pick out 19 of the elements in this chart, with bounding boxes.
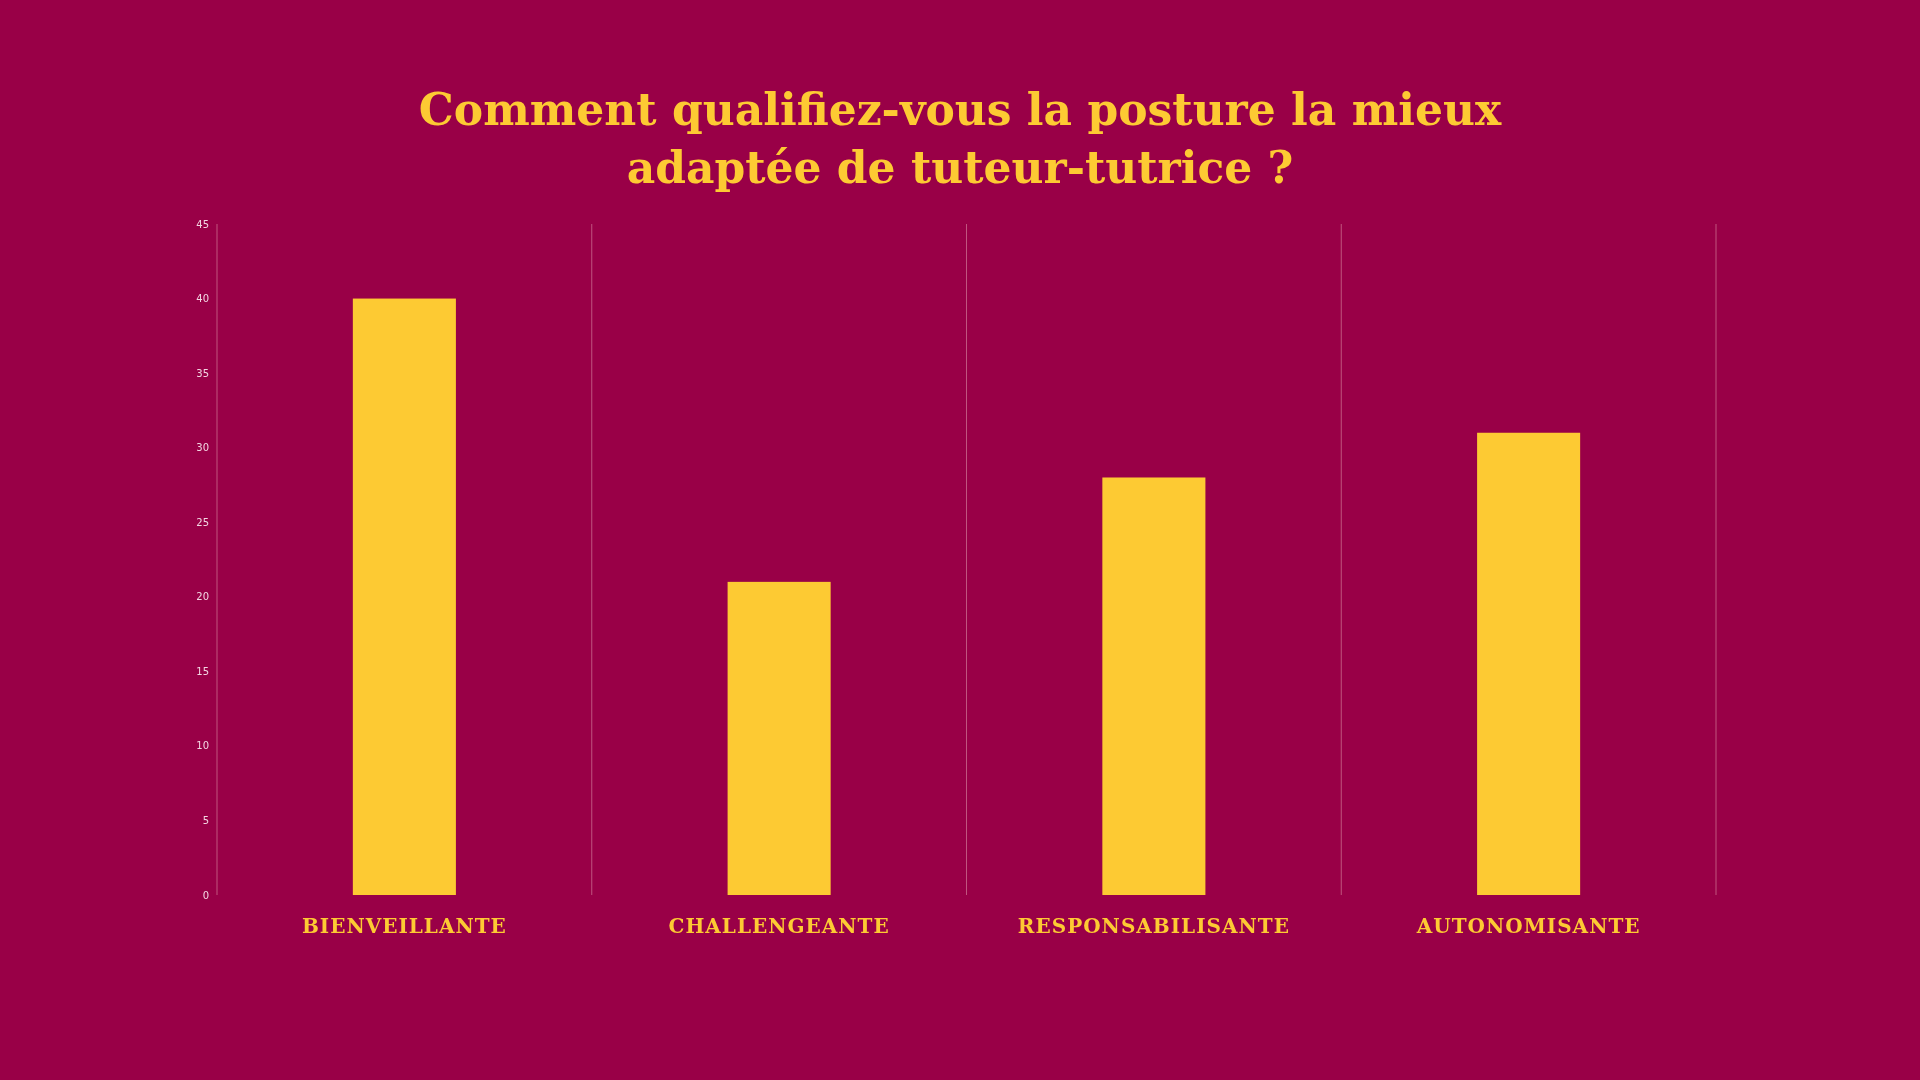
bar [1477,432,1581,895]
y-tick-label: 10 [196,740,209,752]
x-tick-label: CHALLENGEANTE [668,914,890,938]
y-tick-label: 30 [196,442,209,454]
x-tick-label: AUTONOMISANTE [1415,914,1641,938]
y-tick-label: 20 [196,591,209,603]
bar [1102,477,1206,895]
x-tick-label: BIENVEILLANTE [301,914,507,938]
y-tick-label: 0 [202,889,209,901]
y-tick-label: 45 [196,218,209,230]
x-tick-label: RESPONSABILISANTE [1017,914,1290,938]
y-tick-label: 25 [196,516,209,528]
chart-title: Comment qualifiez-vous la posture la mieux adaptée de tuteur-tutrice ? [418,84,1502,193]
y-tick-label: 35 [196,367,209,379]
y-tick-label: 5 [202,814,209,826]
bar [727,581,831,895]
y-tick-label: 40 [196,293,209,305]
y-tick-label: 15 [196,665,209,677]
bar [352,298,456,895]
